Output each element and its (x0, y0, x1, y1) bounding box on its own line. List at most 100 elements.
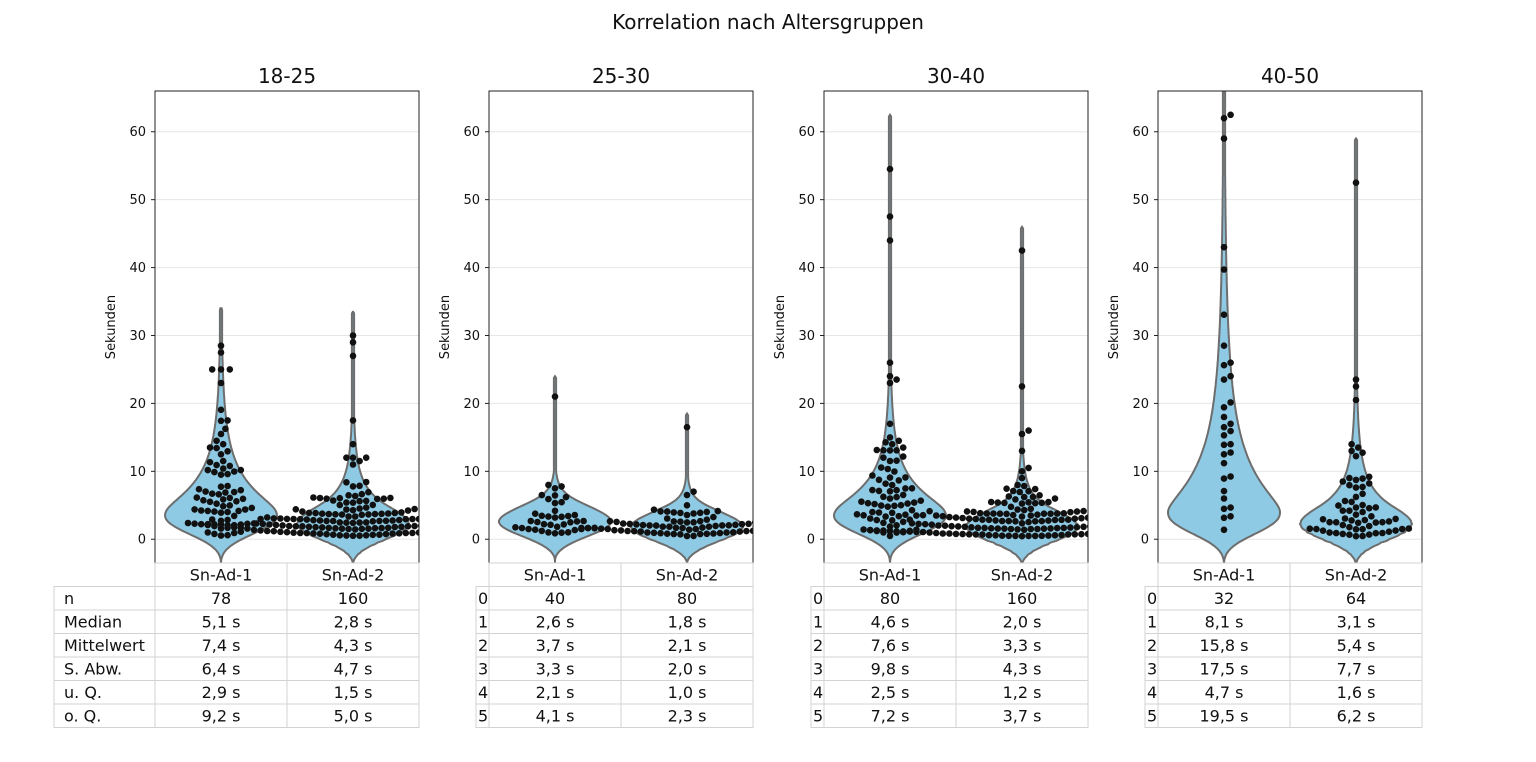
data-point (1385, 528, 1393, 535)
data-point (1012, 518, 1019, 525)
data-point (939, 530, 947, 537)
data-point (356, 505, 363, 512)
data-point (714, 507, 722, 515)
data-point (365, 511, 372, 518)
row-label: 3 (813, 660, 823, 679)
data-point (723, 529, 730, 536)
data-point (1220, 311, 1228, 319)
data-point (908, 520, 916, 527)
data-point (193, 494, 201, 501)
row-label: n (64, 589, 74, 608)
data-point (679, 524, 686, 532)
data-point (1040, 525, 1048, 532)
data-point (897, 501, 905, 509)
violin-Sn-Ad-1 (832, 112, 948, 563)
data-point (1352, 383, 1360, 390)
data-point (512, 524, 519, 531)
data-point (871, 500, 878, 508)
data-point (1078, 514, 1085, 522)
data-point (895, 477, 903, 484)
data-point (376, 531, 383, 538)
data-point (705, 523, 713, 530)
data-point (404, 523, 412, 530)
data-point (961, 523, 969, 531)
data-point (998, 517, 1006, 525)
data-point (738, 520, 746, 528)
data-point (296, 529, 304, 537)
data-point (336, 501, 344, 509)
data-point (398, 523, 405, 531)
data-point (292, 506, 300, 513)
data-point (296, 515, 304, 523)
data-point (540, 520, 548, 528)
table-cell: 6,2 s (1337, 707, 1376, 726)
data-point (683, 519, 691, 526)
data-point (1084, 530, 1088, 538)
data-point (1220, 505, 1228, 513)
data-point (351, 492, 359, 500)
data-point (1359, 501, 1366, 509)
data-point (1005, 532, 1013, 540)
data-point (1018, 383, 1026, 390)
data-point (683, 491, 691, 499)
data-point (1359, 508, 1366, 516)
panel-title: 18-25 (258, 64, 316, 88)
data-point (415, 515, 419, 523)
table-cell: 3,1 s (1337, 613, 1376, 632)
data-point (1306, 525, 1314, 532)
data-point (343, 506, 350, 513)
data-point (650, 506, 658, 513)
data-point (1220, 114, 1228, 122)
data-point (652, 522, 660, 529)
data-point (1365, 531, 1373, 538)
data-point (1326, 529, 1333, 536)
data-point (389, 530, 396, 537)
data-point (1001, 499, 1008, 507)
data-point (1354, 444, 1362, 451)
data-point (290, 529, 297, 536)
data-point (518, 524, 526, 532)
data-point (325, 510, 333, 518)
data-point (202, 488, 209, 495)
data-point (886, 359, 894, 367)
data-point (1368, 513, 1375, 520)
data-point (1007, 503, 1015, 511)
data-point (200, 497, 207, 504)
data-point (391, 523, 399, 531)
data-point (899, 491, 907, 499)
data-point (1038, 517, 1046, 525)
data-point (946, 530, 953, 537)
data-point (351, 526, 359, 533)
data-point (1064, 516, 1072, 523)
y-tick-label: 10 (463, 465, 480, 480)
data-point (1067, 508, 1074, 516)
data-point (213, 444, 220, 452)
data-point (1319, 516, 1327, 523)
data-point (204, 466, 212, 474)
data-point (204, 507, 212, 515)
data-point (219, 440, 227, 448)
table-cell: 3,3 s (536, 660, 575, 679)
data-point (926, 529, 933, 536)
data-point (362, 497, 370, 505)
table-cell: 32 (1214, 589, 1234, 608)
data-point (551, 499, 559, 507)
data-point (1339, 521, 1347, 529)
data-point (1025, 518, 1032, 526)
data-point (1001, 525, 1008, 532)
data-point (899, 528, 907, 535)
data-point (409, 515, 416, 523)
data-point (902, 485, 909, 492)
data-point (1051, 495, 1059, 502)
data-point (1084, 514, 1088, 521)
data-point (349, 454, 357, 462)
data-point (378, 510, 385, 518)
data-point (1100, 522, 1107, 529)
data-point (1319, 527, 1327, 534)
data-point (895, 437, 903, 445)
data-point (994, 499, 1002, 506)
table-cell: 2,6 s (536, 613, 575, 632)
data-point (670, 509, 678, 516)
data-point (551, 485, 559, 492)
data-point (1018, 474, 1026, 482)
